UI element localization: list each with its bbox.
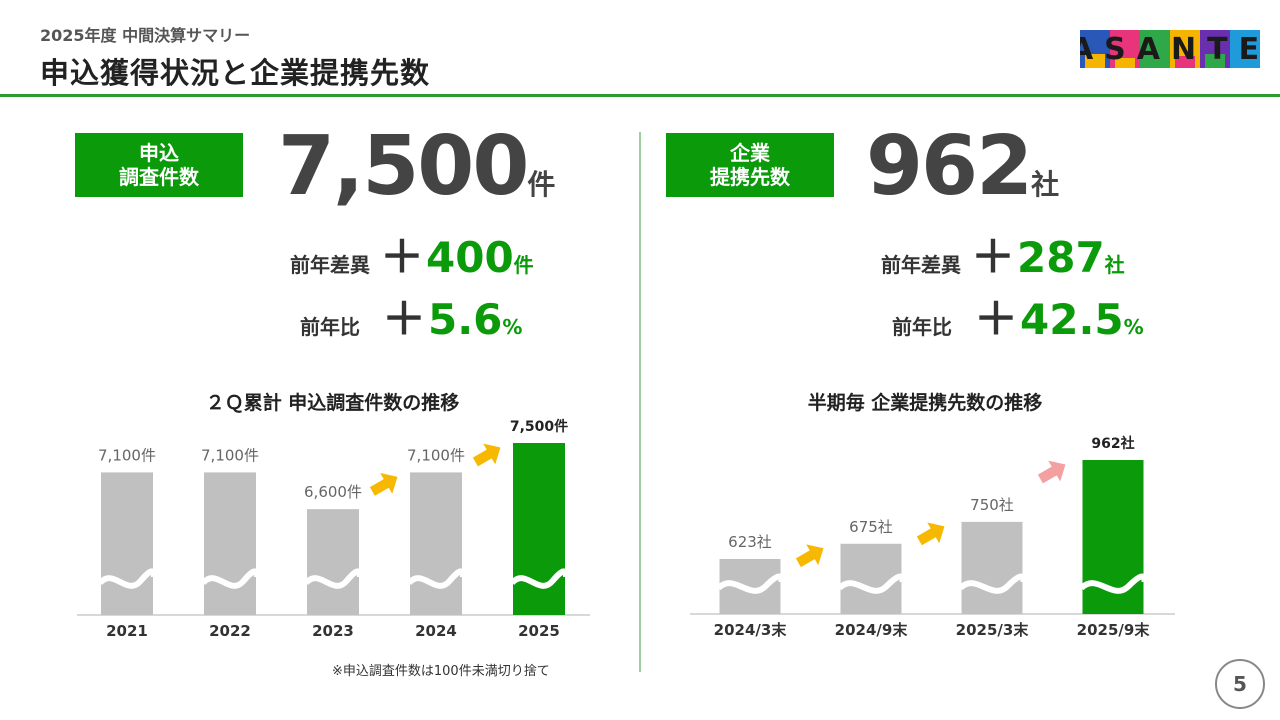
kpi-application-count: 7,500 件	[278, 126, 555, 208]
yoy-ratio-row: 前年比 ＋ 42.5 %	[892, 294, 1144, 345]
category-label: 2024	[415, 622, 457, 640]
diff-label: 前年差異	[881, 253, 961, 277]
yoy-difference-row: 前年差異 ＋ 400 件	[290, 232, 534, 283]
kpi-partner-count: 962 社	[866, 126, 1059, 208]
bar-value-label: 7,100件	[407, 446, 465, 464]
badge-application-count: 申込 調査件数	[75, 133, 243, 197]
category-label: 2025/3末	[956, 621, 1030, 639]
diff-unit: 件	[513, 253, 534, 277]
bar-value-label: 675社	[849, 518, 893, 536]
header-divider	[0, 94, 1280, 97]
axis-break-mark	[958, 573, 1027, 594]
plus-sign: ＋	[971, 232, 1015, 283]
bar-2024/3末	[719, 558, 781, 614]
plus-sign: ＋	[382, 294, 426, 345]
kpi-unit: 社	[1031, 168, 1060, 201]
yoy-ratio-row: 前年比 ＋ 5.6 %	[300, 294, 523, 345]
page-title: 申込獲得状況と企業提携先数	[40, 56, 431, 90]
axis-break-mark	[509, 568, 569, 589]
diff-value: 400	[426, 233, 514, 282]
center-divider	[639, 132, 641, 672]
chart-title-applications: ２Ｑ累計 申込調査件数の推移	[205, 392, 460, 414]
bar-value-label: 6,600件	[304, 483, 362, 501]
diff-unit: 社	[1104, 253, 1125, 277]
category-label: 2024/3末	[714, 621, 788, 639]
chart-title-partners: 半期毎 企業提携先数の推移	[807, 392, 1043, 414]
yoy-difference-row: 前年差異 ＋ 287 社	[881, 232, 1125, 283]
bar-value-label: 7,500件	[510, 418, 568, 435]
trend-arrow-icon	[472, 443, 501, 467]
bar-value-label: 623社	[728, 533, 772, 551]
bar-value-label: 962社	[1091, 435, 1134, 452]
trend-arrow-icon	[1037, 460, 1066, 484]
diff-label: 前年差異	[290, 253, 370, 277]
bar-2021	[101, 472, 153, 615]
kpi-value: 962	[866, 119, 1033, 214]
ratio-unit: %	[502, 315, 523, 339]
badge-partner-count: 企業 提携先数	[666, 133, 834, 197]
category-label: 2025	[518, 622, 560, 640]
axis-break-mark	[716, 573, 785, 594]
ratio-label: 前年比	[892, 315, 952, 339]
page-subtitle: 2025年度 中間決算サマリー	[40, 26, 251, 45]
bar-value-label: 7,100件	[98, 446, 156, 464]
bar-2023	[307, 509, 359, 615]
trend-arrow-icon	[916, 522, 945, 546]
category-label: 2025/9末	[1077, 621, 1151, 639]
axis-break-mark	[97, 568, 157, 589]
bar-value-label: 7,100件	[201, 446, 259, 464]
badge-line: 調査件数	[119, 165, 199, 189]
category-label: 2021	[106, 622, 148, 640]
axis-break-mark	[406, 568, 466, 589]
logo-text: ASANTE	[1080, 32, 1260, 67]
category-label: 2023	[312, 622, 354, 640]
ratio-label: 前年比	[300, 315, 360, 339]
badge-line: 提携先数	[710, 165, 790, 189]
axis-break-mark	[837, 573, 906, 594]
kpi-unit: 件	[527, 168, 556, 201]
bar-2022	[204, 472, 256, 615]
bar-2025/3末	[961, 521, 1023, 614]
asante-logo: ASANTE	[1080, 30, 1260, 68]
badge-line: 企業	[730, 141, 770, 165]
trend-arrow-icon	[369, 473, 398, 496]
plus-sign: ＋	[974, 294, 1018, 345]
ratio-value: 42.5	[1020, 295, 1124, 344]
axis-break-mark	[1079, 573, 1148, 594]
page-number: 5	[1215, 659, 1265, 709]
footnote: ※申込調査件数は100件未満切り捨て	[332, 664, 550, 679]
category-label: 2024/9末	[835, 621, 909, 639]
diff-value: 287	[1017, 233, 1105, 282]
badge-line: 申込	[139, 141, 179, 165]
trend-arrow-icon	[795, 544, 824, 568]
bar-2024	[410, 472, 462, 615]
kpi-value: 7,500	[278, 119, 529, 214]
axis-break-mark	[200, 568, 260, 589]
axis-break-mark	[303, 568, 363, 589]
ratio-unit: %	[1123, 315, 1144, 339]
plus-sign: ＋	[380, 232, 424, 283]
bar-value-label: 750社	[970, 496, 1014, 514]
ratio-value: 5.6	[428, 295, 503, 344]
category-label: 2022	[209, 622, 251, 640]
